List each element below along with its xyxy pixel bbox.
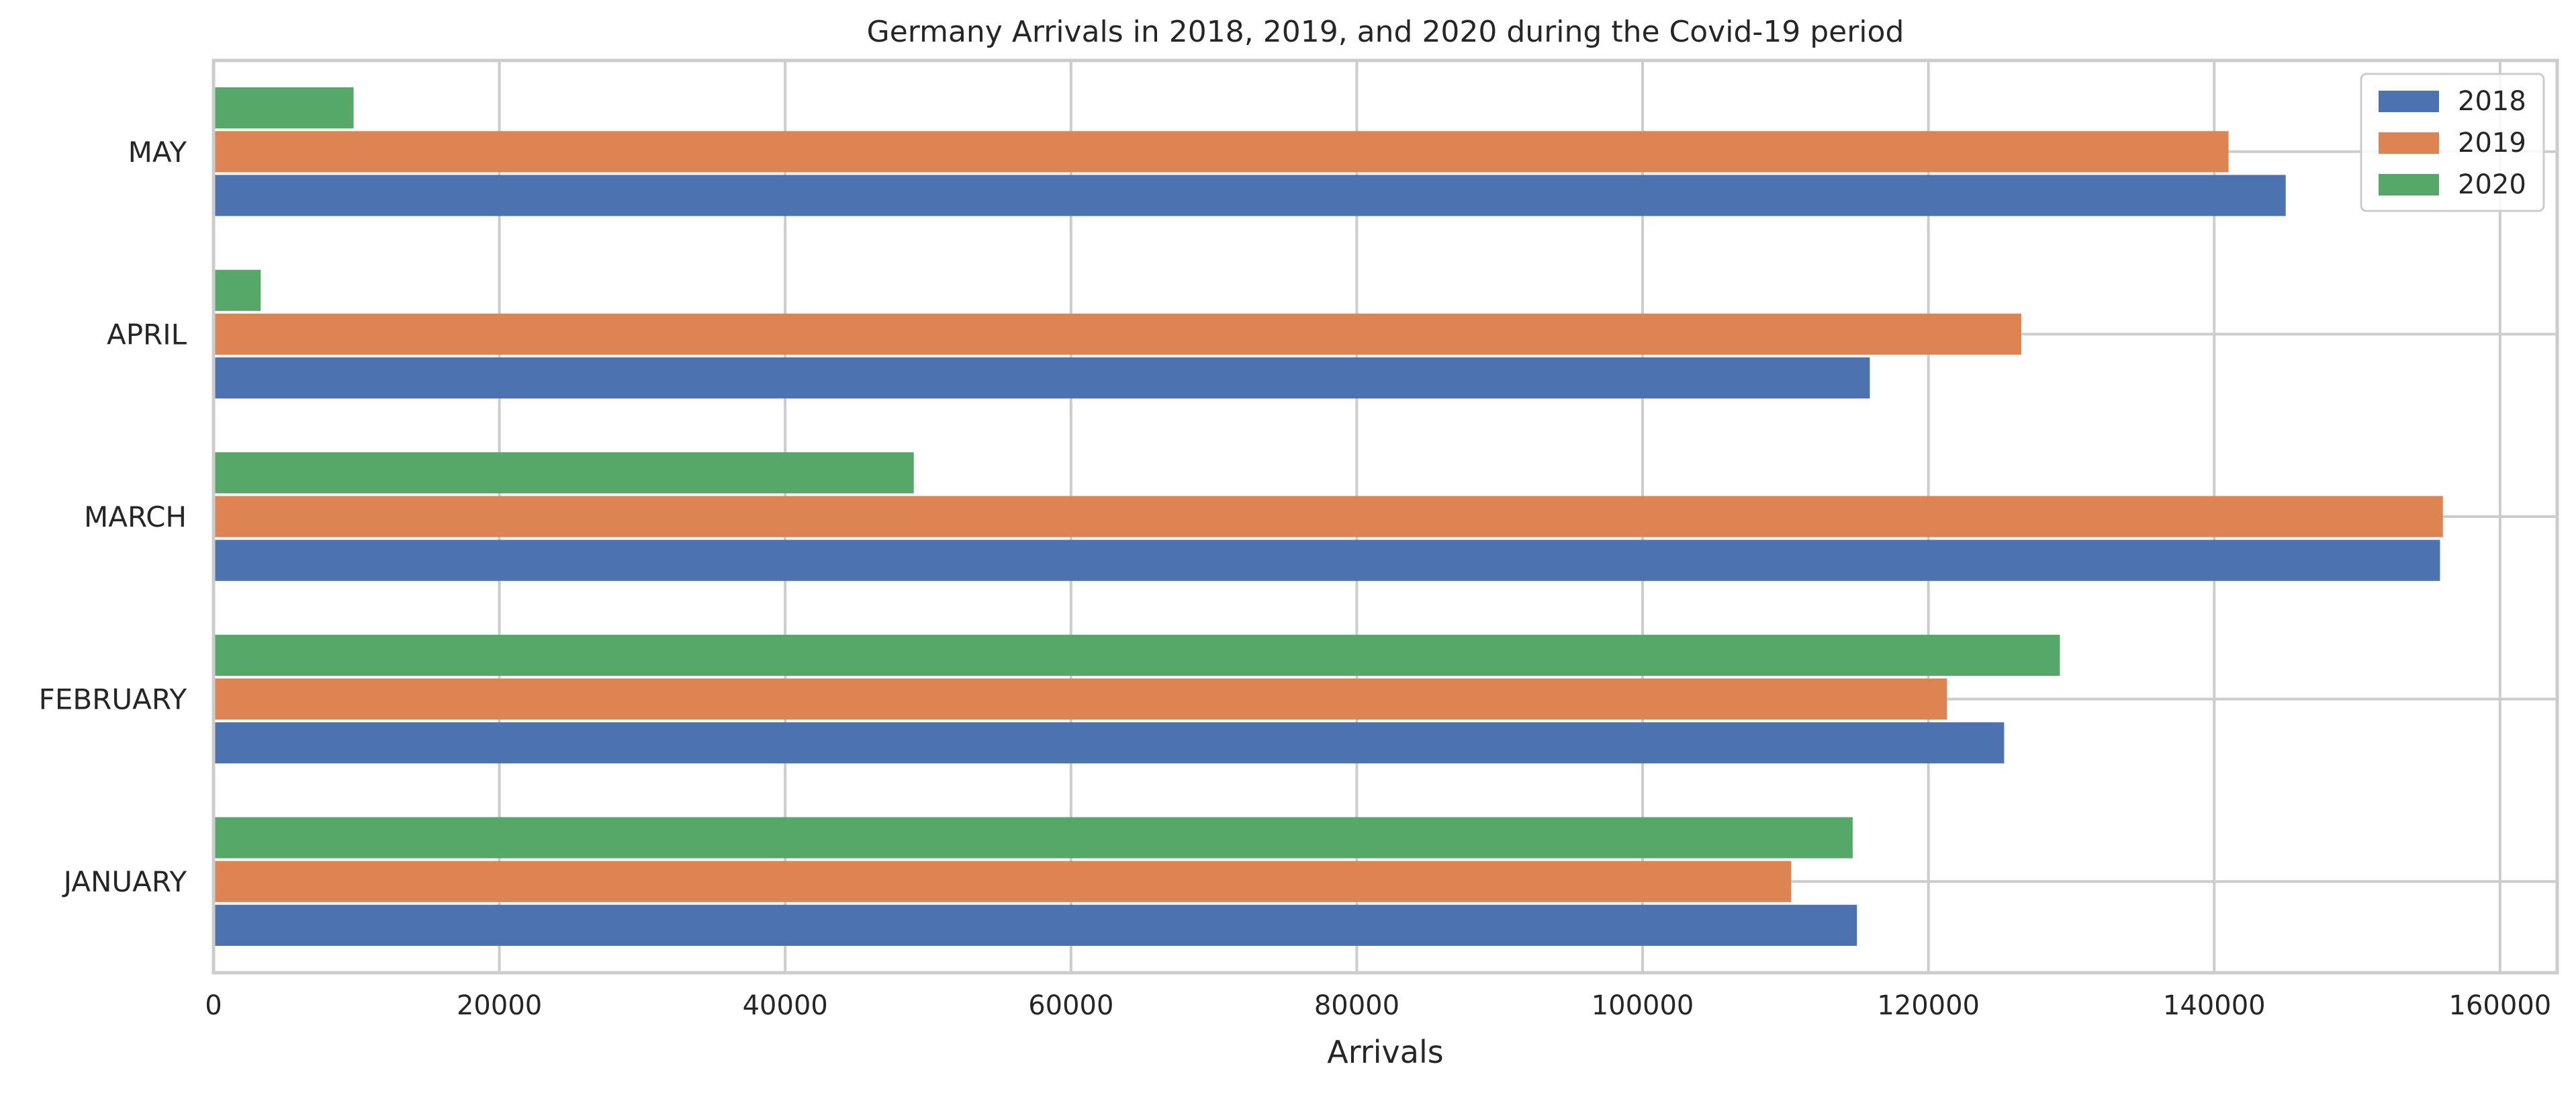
bar-2019-february xyxy=(214,679,1947,720)
legend-label: 2018 xyxy=(2458,86,2526,117)
legend: 2018 2019 2020 xyxy=(2360,73,2545,212)
plot-frame xyxy=(212,58,2559,975)
bar-2020-march xyxy=(214,452,914,494)
legend-swatch xyxy=(2379,174,2439,195)
bar-2018-february xyxy=(214,722,2005,764)
category-labels: JANUARY FEBRUARY MARCH APRIL MAY xyxy=(39,136,187,898)
bar-2019-may xyxy=(214,131,2229,173)
x-tick-label: 100000 xyxy=(1592,990,1694,1021)
legend-label: 2019 xyxy=(2458,128,2526,159)
x-tick-label: 160000 xyxy=(2449,990,2552,1021)
y-category-label: MAY xyxy=(128,136,187,169)
bar-2018-march xyxy=(214,539,2440,581)
x-tick-label: 120000 xyxy=(1877,990,1980,1021)
x-tick-label: 0 xyxy=(205,990,222,1021)
bar-2019-april xyxy=(214,313,2021,355)
bar-2020-january xyxy=(214,817,1853,859)
x-axis-label: Arrivals xyxy=(1327,1034,1443,1070)
bar-2019-march xyxy=(214,496,2443,537)
chart-title: Germany Arrivals in 2018, 2019, and 2020… xyxy=(867,15,1904,49)
bars-layer xyxy=(214,87,2443,946)
bar-2018-april xyxy=(214,357,1870,399)
y-category-label: FEBRUARY xyxy=(39,683,187,716)
bar-2018-may xyxy=(214,175,2286,216)
bar-2020-february xyxy=(214,634,2060,676)
bar-2018-january xyxy=(214,904,1857,946)
legend-swatch xyxy=(2379,132,2439,154)
x-tick-label: 140000 xyxy=(2163,990,2266,1021)
legend-swatch xyxy=(2379,91,2439,112)
x-tick-label: 40000 xyxy=(743,990,828,1021)
bar-2020-may xyxy=(214,87,354,129)
y-category-label: JANUARY xyxy=(62,865,187,898)
x-tick-label: 60000 xyxy=(1028,990,1113,1021)
bar-2020-april xyxy=(214,269,261,311)
bar-2019-january xyxy=(214,861,1792,902)
x-tick-label: 80000 xyxy=(1314,990,1399,1021)
y-category-label: MARCH xyxy=(84,500,187,533)
x-tick-label: 20000 xyxy=(457,990,542,1021)
x-tick-labels: 0 20000 40000 60000 80000 100000 120000 140000 1… xyxy=(205,990,2551,1021)
y-category-label: APRIL xyxy=(107,318,187,351)
legend-label: 2020 xyxy=(2458,169,2526,200)
